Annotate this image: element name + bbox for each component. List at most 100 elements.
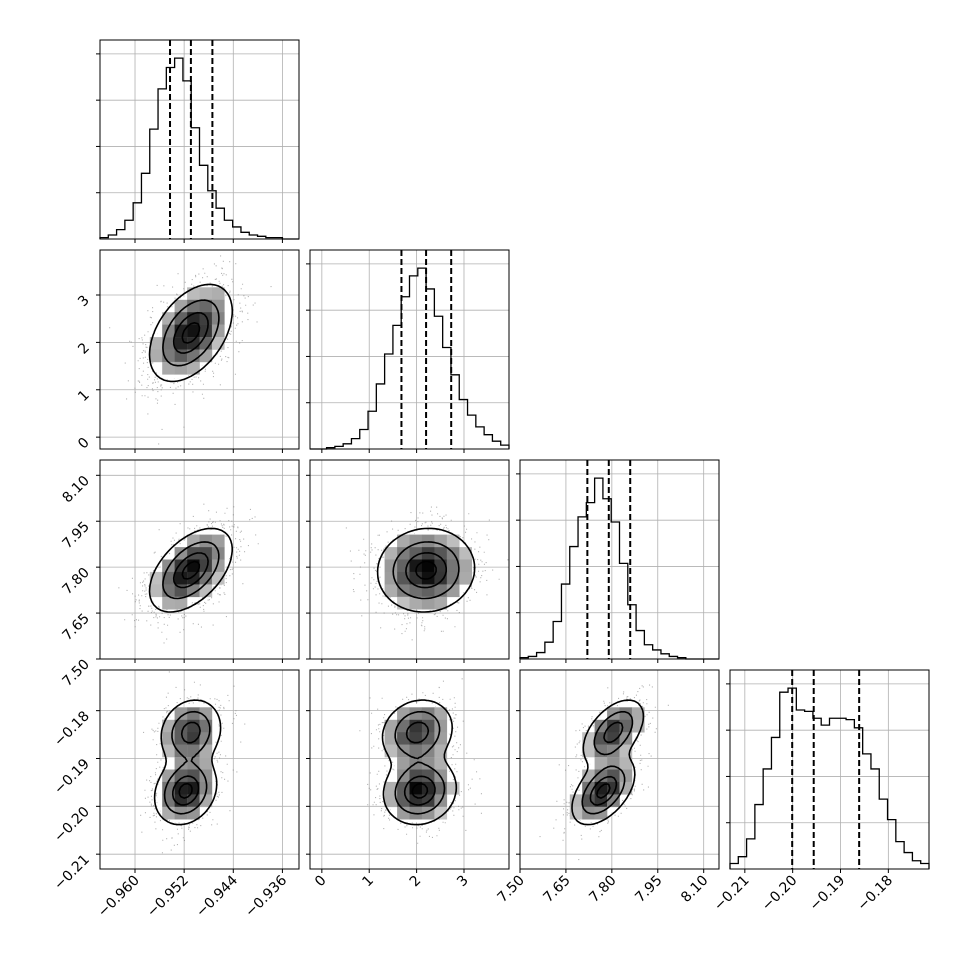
y-tick-label: −0.18 [51, 708, 93, 750]
histogram-panel-3 [516, 459, 720, 663]
y-tick-label: 2 [75, 340, 93, 358]
contour-level-1 [153, 699, 222, 826]
density-cell [421, 757, 435, 770]
contour-level-3 [172, 552, 209, 589]
density-cell [582, 744, 595, 758]
density-cell [149, 584, 163, 598]
density-cell [199, 547, 213, 560]
panel-content [310, 460, 509, 659]
density-cell [174, 299, 188, 313]
density-cell [211, 571, 225, 585]
density-cell [594, 757, 608, 770]
x-tick-label: −0.19 [807, 873, 849, 915]
density-cell [446, 559, 460, 573]
panel-frame [519, 669, 720, 870]
x-tick-label: 8.10 [678, 873, 711, 906]
density-cell [409, 571, 423, 585]
panel-frame [519, 459, 720, 660]
density-cell [397, 757, 410, 770]
density-cell [459, 571, 472, 585]
x-tick-label: 7.50 [494, 873, 527, 906]
density-cell [187, 732, 200, 745]
density-cell [199, 584, 213, 598]
x-tick-label: −0.20 [759, 873, 801, 915]
contour-level-3 [403, 721, 436, 806]
y-tick-label: 1 [75, 387, 93, 405]
density-cell [607, 769, 620, 783]
density-cell [446, 781, 460, 795]
density-cell [187, 337, 200, 350]
y-tick-label: 7.65 [59, 611, 92, 644]
density-cell [459, 547, 472, 560]
density-cell [409, 596, 423, 610]
density-cell [446, 534, 460, 548]
scatter-panel-r2-c1 [96, 249, 300, 453]
density-cell [162, 337, 175, 350]
density-cell [199, 794, 213, 808]
density-cell [187, 584, 200, 598]
contour-level-4 [178, 782, 193, 799]
contour-level-2 [163, 710, 211, 815]
density-cell [397, 547, 410, 560]
density-cell [162, 769, 175, 783]
density-cell [409, 707, 423, 720]
density-cell [174, 719, 188, 733]
x-tick-label: −0.952 [144, 873, 192, 921]
density-cell [199, 287, 213, 300]
panel-content [100, 250, 299, 449]
panel-frame [99, 459, 300, 660]
density-cell [409, 534, 423, 548]
density-cell [199, 534, 213, 548]
density-cell [582, 794, 595, 808]
density-cell [397, 806, 410, 820]
density-cell [174, 757, 188, 770]
x-tick-label: 7.65 [540, 873, 573, 906]
density-cell [434, 732, 448, 745]
panel-content [100, 460, 299, 659]
density-cell [434, 547, 448, 560]
contour-level-4 [415, 560, 437, 580]
x-tick-label: 1 [359, 873, 377, 891]
contour-level-3 [172, 311, 209, 354]
contour-level-4 [181, 560, 201, 580]
density-cell [199, 299, 213, 313]
density-cell [199, 744, 213, 758]
panel-frame [309, 669, 510, 870]
density-cell [199, 559, 213, 573]
contour-level-1 [571, 699, 645, 826]
panel-frame [729, 669, 930, 870]
histogram-panel-1 [96, 39, 300, 243]
density-cell [409, 744, 423, 758]
density-cell [211, 287, 225, 300]
density-cell [162, 719, 175, 733]
density-cell [631, 707, 645, 720]
x-tick-label: −0.944 [193, 872, 241, 920]
x-tick-label: −0.18 [855, 873, 897, 915]
density-cell [174, 596, 188, 610]
contour-level-1 [148, 527, 233, 613]
x-tick-label: 0 [312, 873, 330, 891]
density-cell [384, 719, 398, 733]
density-cell [187, 707, 200, 720]
density-cell [384, 547, 398, 560]
density-cell [434, 707, 448, 720]
histogram-step-1 [99, 57, 299, 240]
contour-level-4 [411, 782, 429, 799]
density-cell [619, 757, 633, 770]
density-cell [384, 781, 398, 795]
density-cell [187, 744, 200, 758]
y-tick-label: 7.80 [59, 565, 92, 598]
y-tick-label: −0.19 [51, 756, 93, 798]
density-cell [397, 534, 410, 548]
density-cell [384, 584, 398, 598]
density-cell [187, 299, 200, 313]
panel-frame [99, 39, 300, 240]
density-cell [162, 596, 175, 610]
histogram-panel-4 [726, 669, 930, 873]
scatter-panel-r3-c2 [306, 459, 510, 663]
density-cell [187, 806, 200, 820]
contour-level-3 [405, 552, 447, 589]
x-tick-label: 7.80 [586, 873, 619, 906]
contour-level-1 [381, 699, 458, 826]
